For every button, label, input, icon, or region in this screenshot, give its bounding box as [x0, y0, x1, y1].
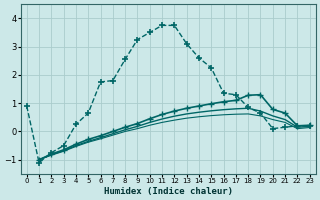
X-axis label: Humidex (Indice chaleur): Humidex (Indice chaleur) — [104, 187, 233, 196]
